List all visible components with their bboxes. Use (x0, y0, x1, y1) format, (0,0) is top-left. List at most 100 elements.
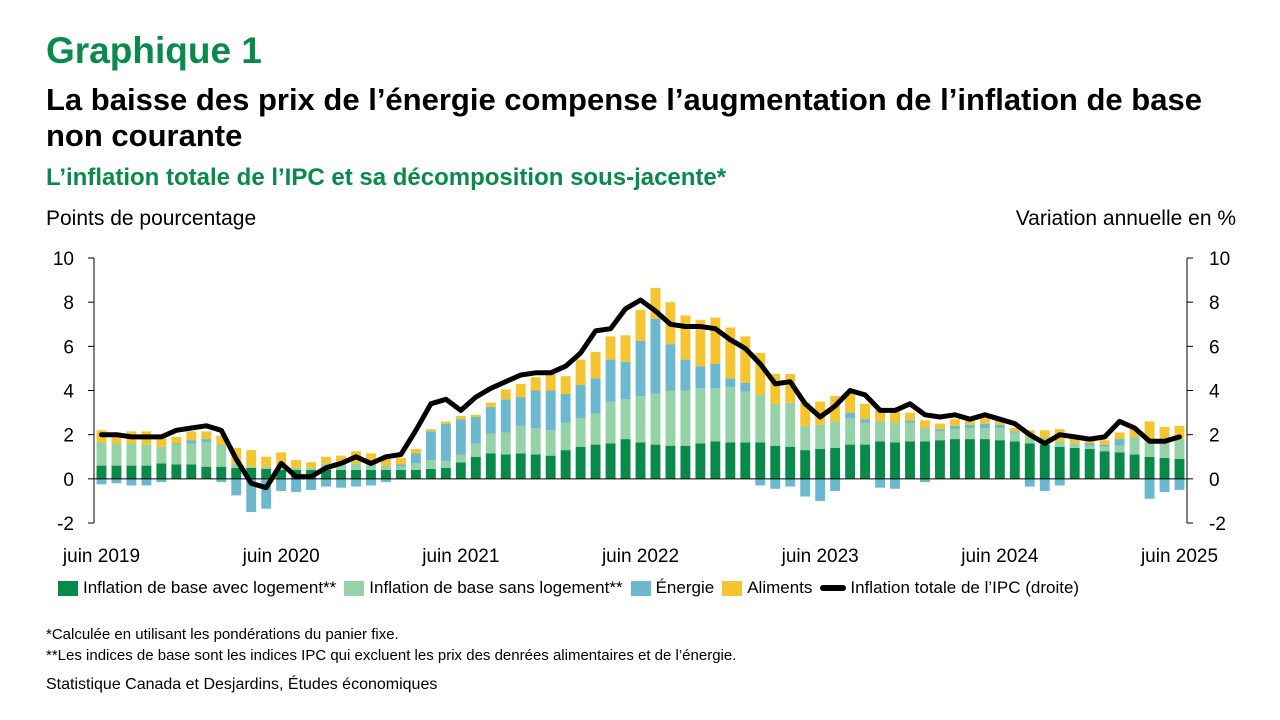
bar-segment-core-housing (321, 470, 332, 479)
bar-segment-food (366, 453, 376, 464)
chart-title: La baisse des prix de l’énergie compense… (46, 82, 1202, 153)
x-tick-label: juin 2019 (62, 546, 140, 567)
bar-segment-core-housing (994, 440, 1005, 479)
bar-segment-core-nonhousing (186, 443, 197, 465)
bar-segment-food (500, 389, 511, 400)
bar-segment-energy (575, 384, 586, 419)
bar-segment-food (605, 336, 616, 360)
bar-segment-core-nonhousing (740, 391, 751, 443)
bar-segment-food (111, 432, 122, 444)
bar-segment-energy (740, 382, 751, 392)
bar-segment-food (440, 421, 451, 424)
bar-segment-core-nonhousing (650, 393, 661, 445)
bar-segment-food (740, 336, 751, 383)
bar-segment-core-housing (1114, 452, 1125, 479)
bar-segment-core-housing (366, 470, 376, 479)
bar-segment-food (890, 411, 900, 423)
bar-segment-core-nonhousing (1009, 432, 1020, 442)
bar-segment-core-housing (186, 464, 197, 479)
bar-segment-energy (545, 390, 556, 431)
bar-segment-food (1069, 437, 1080, 444)
bar-segment-core-housing (635, 442, 646, 479)
bar-segment-core-nonhousing (935, 431, 945, 441)
bar-segment-energy (96, 478, 107, 485)
bar-segment-core-housing (246, 467, 257, 479)
x-tick-label: juin 2020 (242, 546, 320, 567)
bar-segment-core-nonhousing (964, 428, 975, 440)
bar-segment-energy (216, 478, 227, 483)
bar-segment-core-nonhousing (470, 443, 481, 457)
bar-segment-core-housing (815, 449, 826, 479)
bar-segment-core-housing (1009, 441, 1020, 479)
bar-segment-food (1039, 430, 1050, 438)
legend-label-cpi: Inflation totale de l’IPC (droite) (850, 578, 1080, 597)
left-axis-title: Points de pourcentage (46, 207, 257, 230)
bar-segment-energy (291, 478, 302, 493)
legend-item-core-nonhousing: Inflation de base sans logement** (344, 578, 623, 598)
bar-segment-food (276, 452, 287, 468)
bar-segment-energy (1099, 444, 1110, 447)
bar-segment-core-housing (875, 441, 886, 479)
bar-segment-food (710, 317, 721, 364)
left-y-tick-label: 0 (63, 470, 74, 491)
bar-segment-core-nonhousing (395, 466, 406, 470)
bar-segment-core-nonhousing (949, 429, 960, 440)
bar-segment-core-housing (695, 443, 706, 479)
bar-segment-energy (485, 407, 496, 434)
bar-segment-core-nonhousing (1069, 443, 1080, 448)
legend-swatch-cpi (820, 585, 847, 591)
bar-segment-energy (710, 364, 721, 389)
bar-segment-food (321, 456, 332, 464)
bar-segment-core-housing (410, 470, 421, 479)
bar-segment-energy (500, 399, 511, 433)
right-y-tick-label: -2 (1209, 514, 1226, 535)
bar-segment-energy (395, 464, 406, 467)
bar-segment-core-nonhousing (800, 425, 811, 451)
right-y-tick-label: 4 (1209, 382, 1220, 403)
bar-segment-food (171, 436, 182, 444)
bar-segment-core-nonhousing (994, 428, 1005, 441)
bar-segment-core-housing (1129, 454, 1140, 479)
bar-segment-food (650, 287, 661, 319)
bar-segment-energy (321, 478, 332, 487)
bar-segment-core-housing (171, 464, 182, 479)
bar-segment-energy (530, 390, 541, 429)
bar-segment-food (470, 414, 481, 417)
bar-segment-core-nonhousing (575, 418, 586, 447)
bar-segment-core-housing (785, 446, 796, 479)
bar-segment-core-housing (680, 445, 691, 479)
bar-segment-core-housing (156, 463, 167, 479)
bar-segment-food (635, 309, 646, 341)
bar-segment-food (845, 391, 856, 413)
bar-segment-core-housing (740, 442, 751, 479)
bar-segment-energy (635, 340, 646, 397)
bar-segment-core-housing (979, 439, 990, 479)
bar-segment-energy (381, 478, 391, 483)
bar-segment-core-housing (560, 450, 571, 479)
bar-segment-core-nonhousing (635, 396, 646, 443)
bar-segment-core-nonhousing (1054, 441, 1065, 447)
bar-segment-core-nonhousing (156, 446, 167, 464)
bar-segment-energy (246, 478, 257, 512)
bar-segment-core-nonhousing (1174, 439, 1185, 459)
bar-segment-food (530, 377, 541, 391)
bar-segment-core-housing (201, 466, 212, 479)
bar-segment-food (770, 373, 781, 404)
bar-segment-energy (590, 378, 601, 414)
bar-segment-core-nonhousing (560, 422, 571, 451)
bar-segment-energy (470, 417, 481, 444)
bar-segment-core-housing (545, 455, 556, 479)
legend-label-core-nonhousing: Inflation de base sans logement** (369, 578, 623, 597)
bar-segment-energy (905, 420, 915, 423)
bar-segment-food (1159, 426, 1170, 444)
right-y-tick-label: 0 (1209, 470, 1220, 491)
bar-segment-core-housing (395, 470, 406, 479)
bar-segment-core-nonhousing (1129, 436, 1140, 455)
bar-segment-energy (860, 419, 871, 423)
bar-segment-core-nonhousing (979, 428, 990, 440)
left-y-tick-label: 6 (63, 337, 74, 358)
bar-segment-food (291, 460, 302, 468)
chart-number: Graphique 1 (46, 30, 262, 71)
bar-segment-core-nonhousing (695, 388, 706, 444)
bar-segment-core-housing (336, 470, 346, 479)
